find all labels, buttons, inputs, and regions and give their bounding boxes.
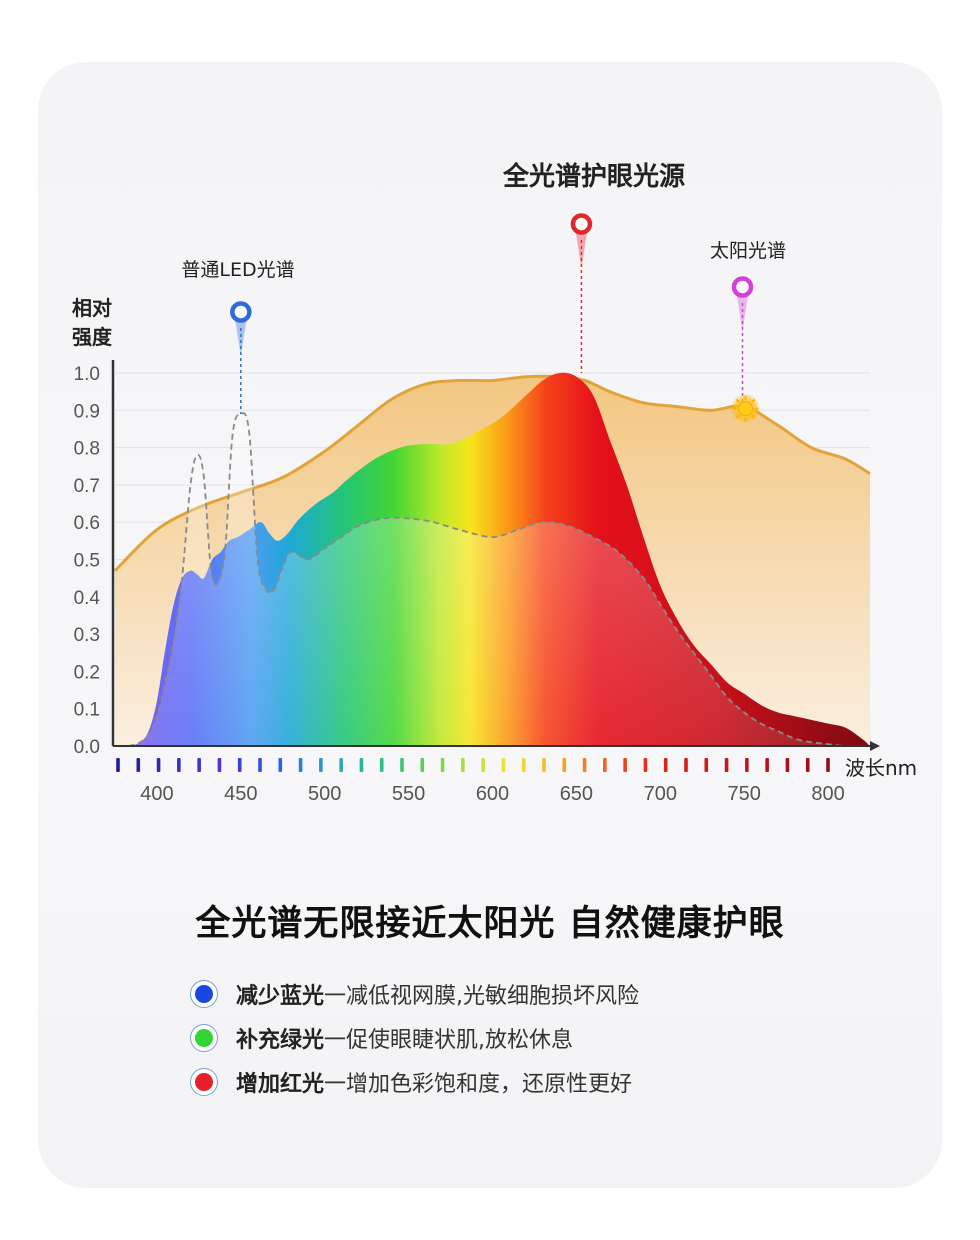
y-tick-label: 0.1 — [74, 700, 100, 721]
color-strip-mark — [237, 758, 242, 772]
color-strip-mark — [704, 758, 709, 772]
sun-ray — [735, 414, 740, 419]
color-strip-mark — [461, 758, 465, 772]
y-axis-label-line2: 强度 — [72, 325, 113, 349]
x-tick-label: 400 — [140, 783, 173, 805]
x-tick-label: 650 — [560, 783, 593, 805]
y-tick-label: 0.3 — [74, 625, 100, 646]
color-strip-mark — [298, 758, 303, 772]
pin-tail-icon — [575, 230, 588, 268]
y-tick-label: 0.4 — [74, 588, 101, 609]
color-strip-mark — [785, 758, 790, 772]
y-axis-label: 相对 — [72, 296, 112, 320]
color-strip-mark — [521, 758, 526, 772]
green-dot-icon — [190, 1024, 218, 1052]
headline: 全光谱无限接近太阳光 自然健康护眼 — [195, 904, 785, 944]
location-pin-icon — [731, 276, 754, 298]
marker-label: 太阳光谱 — [710, 240, 786, 262]
color-strip-mark — [278, 758, 283, 772]
y-tick-label: 1.0 — [74, 364, 100, 385]
color-strip-mark — [420, 758, 425, 772]
plot-area — [113, 372, 871, 748]
red-dot-icon — [190, 1068, 218, 1096]
color-strip-mark — [217, 758, 222, 772]
y-tick-label: 0.6 — [74, 513, 100, 534]
color-strip-mark — [440, 758, 445, 772]
blue-dot-icon — [190, 980, 218, 1008]
color-strip-mark — [582, 758, 587, 772]
y-tick-label: 0.2 — [74, 662, 100, 683]
color-strip-mark — [400, 758, 404, 772]
y-tick-label: 0.5 — [74, 551, 100, 572]
sun-icon — [737, 401, 753, 417]
feature-item-red: 增加红光 一增加色彩饱和度，还原性更好 — [190, 1060, 639, 1104]
color-strip-mark — [805, 758, 810, 772]
x-axis-arrow-icon — [870, 741, 880, 751]
y-tick-label: 0.9 — [74, 401, 100, 422]
x-axis-label: 波长nm — [845, 756, 917, 780]
color-strip-mark — [197, 758, 201, 772]
color-strip-mark — [765, 758, 769, 772]
y-tick-label: 0.0 — [74, 737, 100, 758]
feature-list: 减少蓝光 一减低视网膜,光敏细胞损坏风险 补充绿光 一促使眼睫状肌,放松休息 增加红… — [190, 972, 639, 1104]
y-tick-label: 0.7 — [74, 476, 100, 497]
color-strip-mark — [481, 758, 485, 772]
location-pin-icon — [230, 301, 252, 323]
color-strip-mark — [663, 758, 668, 772]
pin-tail-icon — [234, 318, 247, 356]
x-tick-label: 450 — [224, 783, 257, 805]
x-tick-label: 700 — [644, 783, 677, 805]
color-strip-mark — [156, 758, 161, 772]
color-strip-mark — [724, 758, 729, 772]
led-spectrum-area — [118, 413, 870, 747]
color-strip-mark — [501, 758, 506, 772]
color-strip-mark — [643, 758, 648, 772]
color-strip-mark — [258, 758, 262, 772]
location-pin-icon — [570, 213, 593, 235]
color-strip-mark — [542, 758, 546, 772]
x-tick-label: 800 — [811, 783, 844, 805]
color-strip-mark — [684, 758, 688, 772]
led-spectrum-line — [118, 412, 870, 748]
color-strip-mark — [623, 758, 627, 772]
x-tick-label: 550 — [392, 783, 425, 805]
sun-ray — [751, 414, 756, 419]
color-strip-mark — [136, 758, 141, 772]
pin-tail-icon — [736, 293, 749, 331]
color-strip-mark — [359, 758, 364, 772]
color-strip-mark — [379, 758, 384, 772]
color-strip-mark — [339, 758, 343, 772]
feature-item-blue: 减少蓝光 一减低视网膜,光敏细胞损坏风险 — [190, 972, 639, 1016]
color-strip-mark — [603, 758, 607, 772]
feature-title: 减少蓝光 — [236, 984, 325, 1009]
feature-item-green: 补充绿光 一促使眼睫状肌,放松休息 — [190, 1016, 639, 1060]
feature-desc: 一增加色彩饱和度，还原性更好 — [324, 1072, 633, 1097]
color-strip-mark — [745, 758, 749, 772]
marker-label: 全光谱护眼光源 — [502, 161, 685, 192]
feature-title: 补充绿光 — [236, 1028, 325, 1053]
color-strip-mark — [319, 758, 323, 772]
color-strip-mark — [177, 758, 181, 772]
marker-label: 普通LED光谱 — [181, 259, 294, 281]
color-strip-mark — [562, 758, 567, 772]
sun-ray — [751, 398, 756, 403]
feature-title: 增加红光 — [236, 1072, 325, 1097]
y-tick-label: 0.8 — [74, 439, 100, 460]
color-strip-mark — [116, 758, 120, 772]
x-tick-label: 500 — [308, 783, 341, 805]
sun-ray — [735, 398, 740, 403]
feature-desc: 一减低视网膜,光敏细胞损坏风险 — [324, 984, 640, 1009]
x-tick-label: 750 — [727, 783, 760, 805]
x-tick-label: 600 — [476, 783, 509, 805]
color-strip-mark — [826, 758, 830, 772]
feature-desc: 一促使眼睫状肌,放松休息 — [324, 1028, 574, 1053]
